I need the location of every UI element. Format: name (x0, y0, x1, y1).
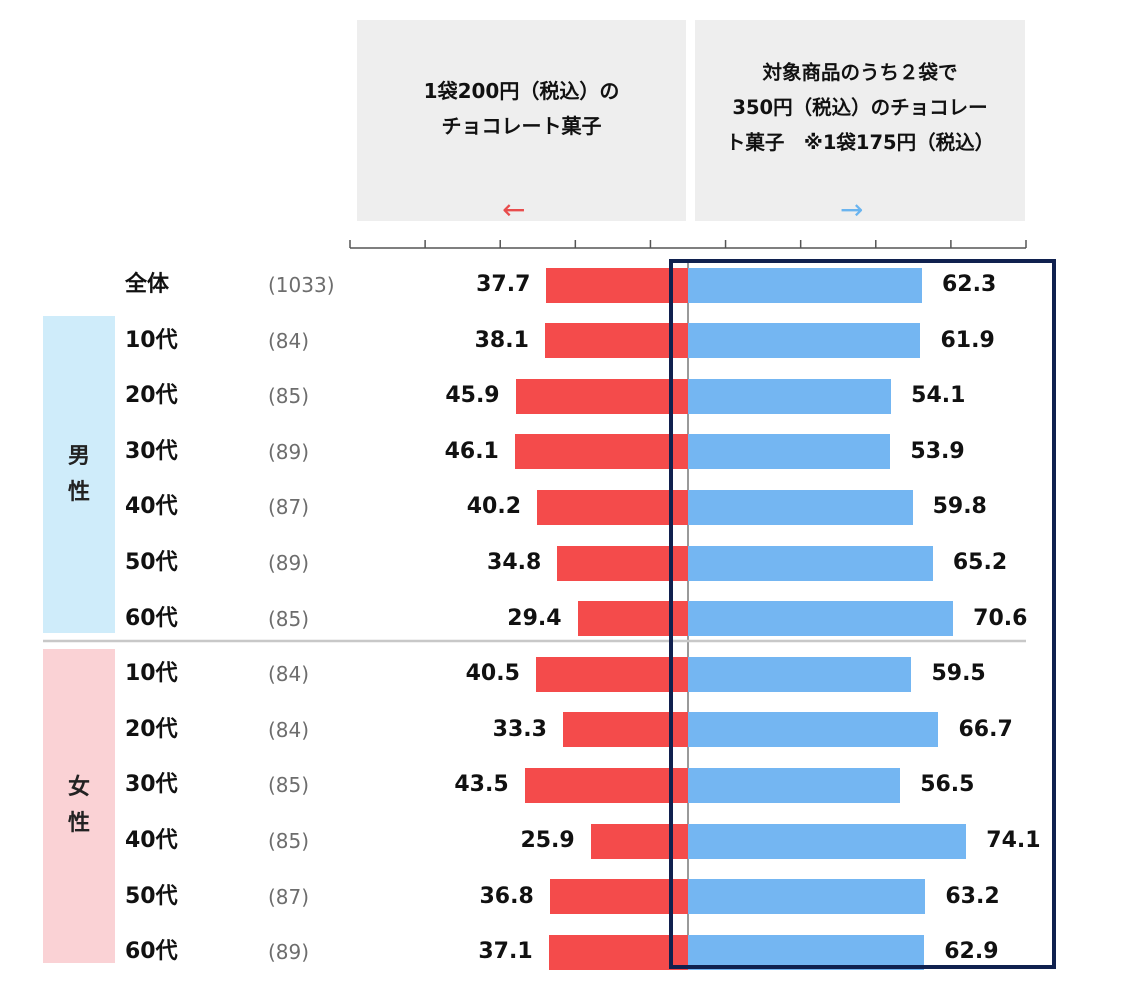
sample-size-label: (84) (268, 717, 310, 742)
highlight-frame (669, 259, 1056, 969)
left-option-header: 1袋200円（税込）の チョコレート菓子 ← (357, 20, 686, 226)
value-label-right: 62.9 (944, 939, 999, 965)
category-label: 20代 (125, 716, 178, 742)
value-label-left: 40.5 (465, 661, 520, 687)
value-label-left: 36.8 (479, 883, 534, 909)
category-label: 全体 (125, 272, 170, 297)
category-label: 40代 (125, 828, 178, 853)
bar-right (688, 879, 926, 915)
sample-size-label: (84) (268, 328, 310, 353)
group-female-char-2: 性 (67, 811, 90, 836)
sample-size-label: (84) (268, 662, 310, 687)
bar-right (688, 934, 925, 970)
value-label-left: 38.1 (474, 327, 529, 353)
category-label: 60代 (125, 939, 178, 965)
bar-left (548, 934, 688, 970)
right-arrow-icon: → (840, 193, 864, 226)
value-label-left: 46.1 (444, 438, 499, 464)
bar-left (562, 712, 688, 748)
group-male-char-1: 男 (67, 443, 90, 469)
value-label-left: 37.7 (476, 272, 531, 297)
value-label-left: 45.9 (445, 383, 500, 409)
sample-size-label: (87) (268, 884, 310, 909)
bar-right (688, 489, 913, 525)
bar-right (688, 323, 921, 359)
bar-right (688, 545, 933, 581)
sample-size-label: (85) (268, 606, 310, 631)
right-option-title: 対象商品のうち２袋で 350円（税込）のチョコレー ト菓子 ※1袋175円（税込… (726, 55, 994, 160)
sample-size-label: (85) (268, 773, 310, 798)
value-label-right: 54.1 (911, 383, 966, 409)
value-label-right: 70.6 (973, 605, 1028, 631)
bar-left (546, 267, 688, 303)
bar-left (524, 767, 688, 803)
value-label-right: 66.7 (958, 716, 1013, 742)
sample-size-label: (85) (268, 384, 310, 409)
category-label: 30代 (125, 438, 178, 464)
sample-size-label: (85) (268, 829, 310, 853)
left-option-line-2: チョコレート菓子 (441, 114, 602, 138)
group-male: 男 性 (43, 316, 115, 633)
category-label: 50代 (125, 883, 178, 909)
value-label-left: 34.8 (487, 550, 542, 575)
bar-right (688, 712, 939, 748)
value-label-left: 29.4 (507, 605, 562, 631)
bar-left (537, 489, 688, 525)
sample-size-label: (89) (268, 439, 310, 464)
value-label-left: 25.9 (520, 828, 575, 853)
right-option-line-1: 対象商品のうち２袋で (762, 61, 958, 84)
value-label-left: 40.2 (466, 494, 522, 520)
bar-right (688, 823, 967, 859)
group-female: 女 性 (43, 649, 115, 963)
left-arrow-icon: ← (502, 193, 526, 226)
category-label: 20代 (125, 383, 178, 409)
value-label-left: 43.5 (454, 772, 509, 798)
value-label-right: 63.2 (945, 883, 1000, 909)
sample-size-label: (89) (268, 940, 310, 965)
group-male-char-2: 性 (67, 479, 90, 505)
value-label-right: 59.8 (932, 494, 987, 520)
bar-left (549, 879, 688, 915)
value-label-left: 33.3 (492, 716, 547, 742)
category-label: 40代 (125, 494, 178, 520)
bar-left (514, 434, 688, 470)
bar-left (515, 378, 688, 414)
bar-left (557, 545, 688, 581)
value-label-right: 62.3 (941, 272, 997, 297)
value-label-right: 56.5 (920, 772, 975, 798)
bar-right (688, 434, 891, 470)
value-label-right: 59.5 (931, 661, 986, 687)
value-label-right: 61.9 (940, 327, 995, 353)
bar-right (688, 378, 892, 414)
category-label: 60代 (125, 605, 178, 631)
category-label: 50代 (125, 550, 178, 575)
right-option-line-3: ト菓子 ※1袋175円（税込） (725, 131, 995, 154)
left-option-line-1: 1袋200円（税込）の (423, 79, 620, 103)
category-label: 30代 (125, 772, 178, 798)
category-label: 10代 (125, 661, 178, 687)
bar-left (544, 323, 688, 359)
bar-right (688, 767, 901, 803)
left-option-title: 1袋200円（税込）の チョコレート菓子 (424, 74, 620, 144)
bar-right (688, 656, 912, 692)
sample-size-label: (1033) (268, 273, 335, 297)
bar-left (535, 656, 688, 692)
value-label-right: 65.2 (952, 550, 1008, 575)
bar-right (688, 267, 922, 303)
value-label-right: 74.1 (986, 828, 1041, 853)
group-female-char-1: 女 (67, 775, 90, 800)
sample-size-label: (89) (268, 551, 310, 575)
right-option-header: 対象商品のうち２袋で 350円（税込）のチョコレー ト菓子 ※1袋175円（税込… (695, 20, 1025, 226)
bar-right (688, 601, 954, 637)
value-label-left: 37.1 (478, 939, 533, 965)
sample-size-label: (87) (268, 495, 310, 520)
category-label: 10代 (125, 327, 178, 353)
value-label-right: 53.9 (910, 438, 965, 464)
right-option-line-2: 350円（税込）のチョコレー (732, 96, 988, 119)
